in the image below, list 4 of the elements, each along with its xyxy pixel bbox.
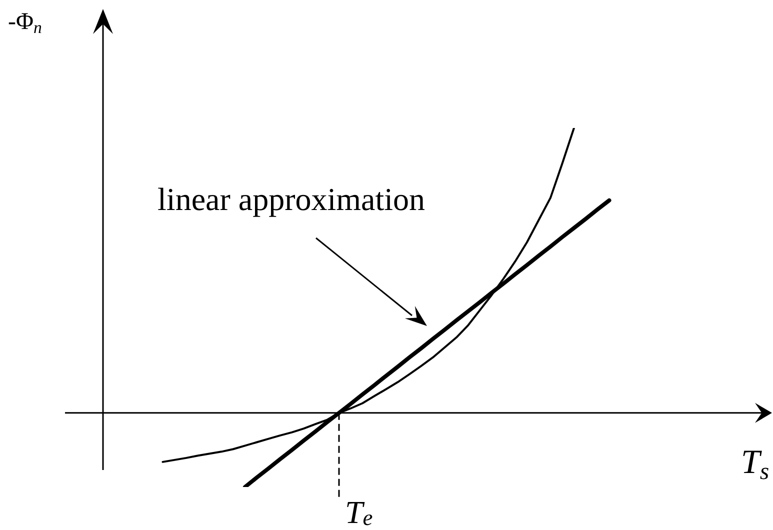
annotation: linear approximation xyxy=(158,181,425,217)
y-axis-title: -Φ$_{n}$ xyxy=(8,9,42,38)
x-axis-title: T$_{s}$ xyxy=(741,444,770,485)
text: T$_{e}$ xyxy=(345,494,373,530)
